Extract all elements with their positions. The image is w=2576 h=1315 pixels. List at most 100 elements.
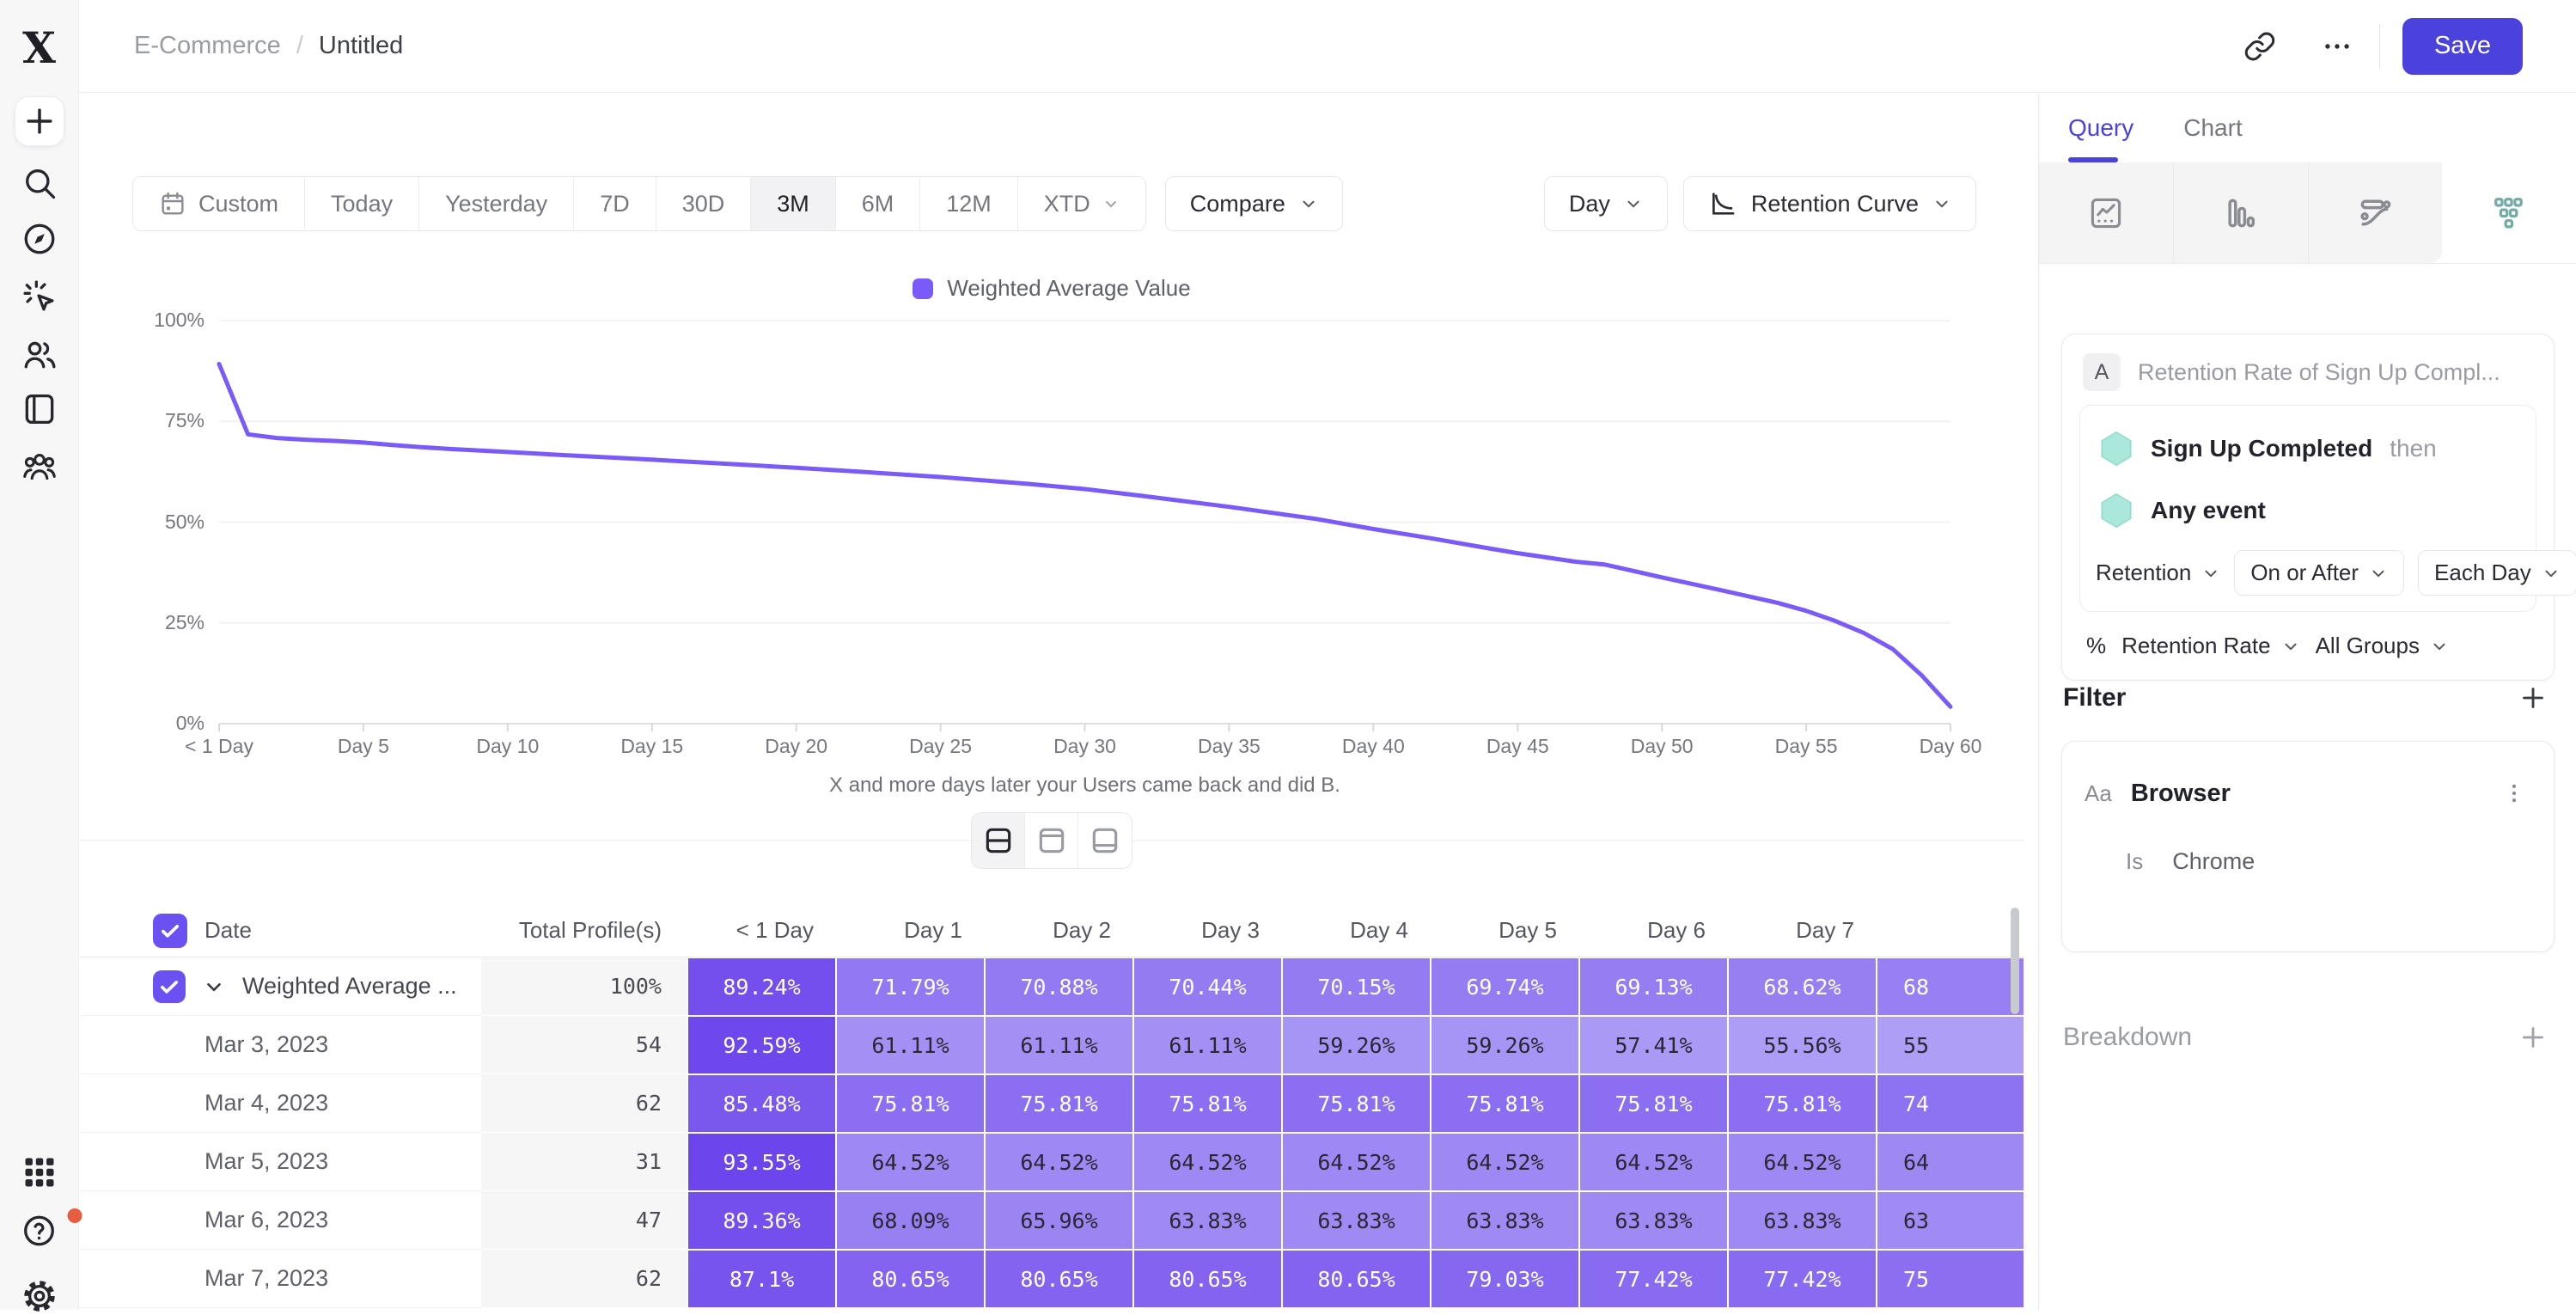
top-actions: Save (2237, 17, 2523, 75)
expand-chevron-icon[interactable] (203, 976, 225, 998)
view-toggle-table-only[interactable] (1078, 813, 1132, 868)
date-range-group: Custom Today Yesterday 7D 30D 3M 6M 12M XTD (132, 176, 1146, 231)
query-title[interactable]: Retention Rate of Sign Up Compl... (2138, 358, 2500, 385)
sidebar-item-settings[interactable] (21, 1277, 58, 1315)
range-6m[interactable]: 6M (835, 177, 921, 230)
retention-bucket-dropdown[interactable]: Each Day (2418, 550, 2576, 596)
filter-operator[interactable]: Is (2126, 848, 2144, 874)
retention-cell: 65.96% (985, 1191, 1133, 1250)
chart-type-funnel[interactable] (2173, 162, 2309, 263)
add-filter-button[interactable] (2514, 679, 2552, 717)
add-breakdown-button[interactable] (2514, 1018, 2552, 1056)
x-tick-label: Day 45 (1486, 735, 1549, 757)
retention-type-label: Retention (2096, 560, 2192, 585)
more-options-button[interactable] (2314, 23, 2360, 70)
retention-cell: 63.83% (1579, 1191, 1728, 1250)
step2-event[interactable]: Any event (2151, 497, 2266, 523)
groups-dropdown[interactable]: All Groups (2316, 633, 2449, 659)
chart-type-retention[interactable] (2442, 162, 2576, 263)
row-label: Mar 6, 2023 (204, 1207, 329, 1232)
table-row[interactable]: Mar 5, 2023 31 93.55% 64.52% 64.52% 64.52% 64.… (79, 1133, 2024, 1191)
table-row[interactable]: Mar 7, 2023 62 87.1% 80.65% 80.65% 80.65% 80.6… (79, 1250, 2024, 1308)
row-date-cell: Mar 7, 2023 (79, 1250, 481, 1308)
granularity-dropdown[interactable]: Day (1543, 176, 1668, 231)
retention-cell: 55.56% (1728, 1016, 1877, 1074)
range-3m[interactable]: 3M (751, 177, 836, 230)
chart-type-insights[interactable] (2039, 162, 2174, 263)
breadcrumb-page-title[interactable]: Untitled (318, 32, 404, 59)
retention-cell: 57.41% (1579, 1016, 1728, 1074)
chart-view-label: Retention Curve (1750, 190, 1919, 217)
string-type-icon: Aa (2085, 780, 2112, 806)
top-bar: E-Commerce / Untitled Save (79, 0, 2576, 93)
view-toggle-chart-only[interactable] (1025, 813, 1078, 868)
sidebar-item-cohorts[interactable] (21, 448, 58, 486)
range-12m[interactable]: 12M (920, 177, 1018, 230)
split-view-icon (986, 828, 1010, 853)
range-yesterday[interactable]: Yesterday (419, 177, 575, 230)
range-label: 30D (681, 190, 725, 217)
filter-property[interactable]: Browser (2130, 779, 2231, 807)
retention-cell: 64.52% (1282, 1133, 1431, 1191)
row-total-cell: 100% (481, 957, 687, 1016)
range-custom[interactable]: Custom (133, 177, 306, 230)
sidebar-item-apps[interactable] (21, 1153, 58, 1191)
select-all-checkbox[interactable] (153, 913, 187, 948)
sidebar-item-help[interactable] (0, 1208, 82, 1250)
x-tick-label: Day 40 (1341, 735, 1405, 757)
range-label: 3M (777, 190, 809, 217)
retention-type-dropdown[interactable]: Retention (2096, 560, 2220, 586)
table-row[interactable]: Mar 4, 2023 62 85.48% 75.81% 75.81% 75.81% 75.… (79, 1074, 2024, 1133)
sidebar-item-reports[interactable] (21, 390, 58, 428)
range-xtd[interactable]: XTD (1017, 177, 1145, 230)
measure-dropdown[interactable]: Retention Rate (2121, 633, 2299, 659)
save-button[interactable]: Save (2402, 17, 2523, 75)
range-7d[interactable]: 7D (574, 177, 656, 230)
plus-icon (2523, 1027, 2543, 1048)
day-column-header: Day 5 (1499, 917, 1557, 943)
day-column-header: Day 3 (1201, 917, 1260, 943)
filter-section-header: Filter (2063, 679, 2552, 717)
sidebar-item-events[interactable] (21, 278, 58, 315)
filter-value[interactable]: Chrome (2172, 848, 2256, 874)
retention-cell: 89.24% (687, 957, 836, 1016)
range-today[interactable]: Today (305, 177, 420, 230)
retention-cell: 80.65% (985, 1250, 1133, 1308)
table-row[interactable]: Mar 3, 2023 54 92.59% 61.11% 61.11% 61.11% 59.… (79, 1016, 2024, 1074)
chart-legend[interactable]: Weighted Average Value (79, 275, 2024, 302)
retention-cell: 85.48% (687, 1074, 836, 1133)
retention-operator-dropdown[interactable]: On or After (2234, 550, 2405, 596)
sidebar-item-explore[interactable] (21, 220, 58, 258)
row-checkbox[interactable] (153, 969, 186, 1003)
retention-cell: 59.26% (1431, 1016, 1579, 1074)
retention-cell: 80.65% (1133, 1250, 1282, 1308)
step1-event[interactable]: Sign Up Completed (2151, 435, 2373, 462)
scrollbar-thumb[interactable] (2011, 908, 2019, 1014)
day-column-header: < 1 Day (736, 917, 814, 943)
sidebar-item-search[interactable] (21, 164, 58, 202)
table-row[interactable]: Mar 6, 2023 47 89.36% 68.09% 65.96% 63.83% 63.… (79, 1191, 2024, 1250)
app-logo[interactable]: X (22, 22, 56, 73)
chevron-down-icon (2205, 570, 2217, 577)
sidebar-item-profiles[interactable] (21, 336, 58, 374)
retention-cell: 63.83% (1282, 1191, 1431, 1250)
retention-cell: 59.26% (1282, 1016, 1431, 1074)
chart-toolbar: Custom Today Yesterday 7D 30D 3M 6M 12M XTD Comp… (132, 176, 1976, 231)
tab-chart[interactable]: Chart (2183, 114, 2243, 141)
event-hexagon-icon (2101, 492, 2132, 529)
x-tick-label: Day 30 (1053, 735, 1116, 757)
range-30d[interactable]: 30D (656, 177, 752, 230)
view-toggle-split[interactable] (972, 813, 1025, 868)
share-link-button[interactable] (2237, 23, 2283, 70)
left-sidebar: X (0, 0, 82, 1312)
chart-view-dropdown[interactable]: Retention Curve (1682, 176, 1976, 231)
table-row[interactable]: Weighted Average ... 100% 89.24% 71.79% 70.8… (79, 957, 2024, 1016)
filter-menu-button[interactable] (2497, 776, 2531, 810)
create-new-button[interactable] (14, 96, 64, 146)
breadcrumb-section[interactable]: E-Commerce (134, 32, 281, 59)
compare-button[interactable]: Compare (1164, 176, 1343, 231)
x-tick-label: Day 20 (765, 735, 828, 757)
main-content: Custom Today Yesterday 7D 30D 3M 6M 12M XTD Comp… (79, 94, 2024, 1310)
chart-type-flow[interactable] (2308, 162, 2443, 263)
tab-query[interactable]: Query (2068, 94, 2133, 162)
